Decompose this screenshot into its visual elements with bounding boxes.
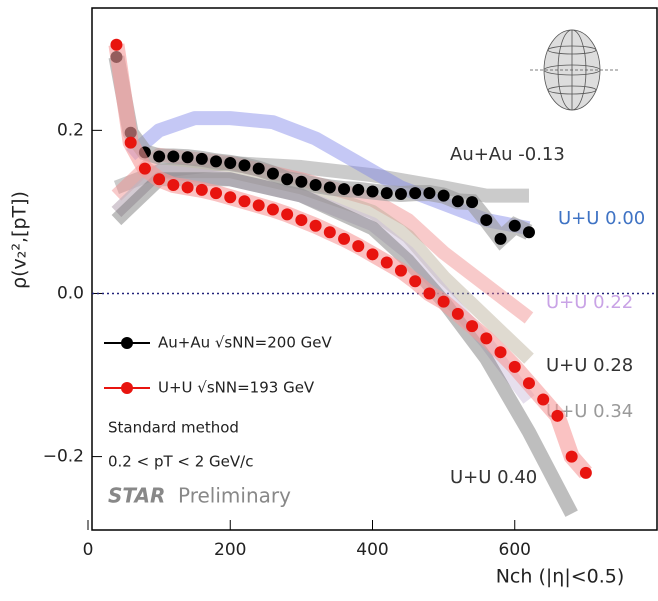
model-label: U+U 0.40: [450, 467, 537, 488]
data-point: [366, 248, 379, 261]
data-point: [409, 275, 422, 288]
data-point: [252, 199, 265, 212]
data-point: [309, 178, 322, 191]
legend-marker: [121, 382, 133, 394]
data-point: [338, 183, 351, 196]
model-band: [111, 172, 578, 517]
data-point: [352, 240, 365, 253]
data-point: [437, 295, 450, 308]
data-point: [451, 307, 464, 320]
data-point: [295, 175, 308, 188]
data-point: [508, 219, 521, 232]
data-point: [210, 187, 223, 200]
pt-range-label: 0.2 < pT < 2 GeV/c: [108, 453, 253, 471]
data-point: [181, 151, 194, 164]
y-tick-label: 0.0: [57, 283, 84, 303]
x-tick-label: 600: [499, 540, 531, 560]
legend-label: Au+Au √sNN=200 GeV: [158, 334, 333, 352]
data-point: [423, 187, 436, 200]
data-point: [437, 189, 450, 202]
data-point: [224, 156, 237, 169]
x-axis-label: Nch (|η|<0.5): [496, 566, 625, 588]
data-point: [110, 38, 123, 51]
data-point: [409, 187, 422, 200]
data-point: [281, 173, 294, 186]
model-label: U+U 0.28: [546, 355, 633, 376]
data-point: [494, 346, 507, 359]
data-point: [323, 181, 336, 194]
method-label: Standard method: [108, 419, 239, 437]
data-point: [295, 214, 308, 227]
data-point: [195, 152, 208, 165]
data-point: [323, 226, 336, 239]
model-band: [113, 155, 529, 203]
plot-frame: [91, 7, 658, 531]
data-point: [338, 232, 351, 245]
experiment-label: STAR: [108, 484, 165, 508]
data-point: [167, 150, 180, 163]
data-point: [394, 264, 407, 277]
data-point: [266, 203, 279, 216]
data-point: [195, 183, 208, 196]
status-label: Preliminary: [178, 484, 291, 508]
data-point: [210, 155, 223, 168]
model-label: Au+Au -0.13: [450, 144, 565, 165]
systematic-band: [108, 43, 592, 479]
data-point: [480, 332, 493, 345]
data-point: [167, 178, 180, 191]
y-tick-label: −0.2: [43, 447, 84, 467]
data-point: [238, 195, 251, 208]
data-point: [522, 377, 535, 390]
data-point: [522, 226, 535, 239]
data-point: [266, 167, 279, 180]
x-tick-label: 200: [214, 540, 246, 560]
data-point: [451, 195, 464, 208]
data-point: [238, 159, 251, 172]
data-point: [466, 196, 479, 209]
data-point: [181, 181, 194, 194]
x-tick-label: 400: [356, 540, 388, 560]
legend-label: U+U √sNN=193 GeV: [158, 379, 315, 397]
data-point: [281, 208, 294, 221]
y-axis-label: ρ(v₂²,[pT]): [9, 191, 31, 289]
data-point: [153, 150, 166, 163]
y-tick-label: 0.2: [57, 120, 84, 140]
model-label: U+U 0.34: [546, 401, 633, 422]
data-point: [466, 320, 479, 333]
data-point: [423, 287, 436, 300]
data-point: [537, 393, 550, 406]
data-point: [380, 256, 393, 269]
nucleus-icon: [530, 29, 620, 111]
data-point: [579, 466, 592, 479]
data-point: [224, 191, 237, 204]
model-label: U+U 0.22: [546, 292, 633, 313]
x-tick-label: 0: [83, 540, 94, 560]
data-point: [508, 360, 521, 373]
legend-marker: [121, 337, 133, 349]
data-point: [394, 187, 407, 200]
data-point: [352, 183, 365, 196]
data-point: [565, 450, 578, 463]
data-point: [124, 136, 137, 149]
data-point: [366, 185, 379, 198]
model-label: U+U 0.00: [558, 208, 645, 229]
data-point: [252, 162, 265, 175]
data-point: [153, 173, 166, 186]
data-point: [494, 232, 507, 245]
model-band: [111, 164, 534, 364]
data-point: [138, 162, 151, 175]
data-point: [551, 409, 564, 422]
data-point: [309, 219, 322, 232]
data-point: [380, 187, 393, 200]
data-point: [480, 214, 493, 227]
